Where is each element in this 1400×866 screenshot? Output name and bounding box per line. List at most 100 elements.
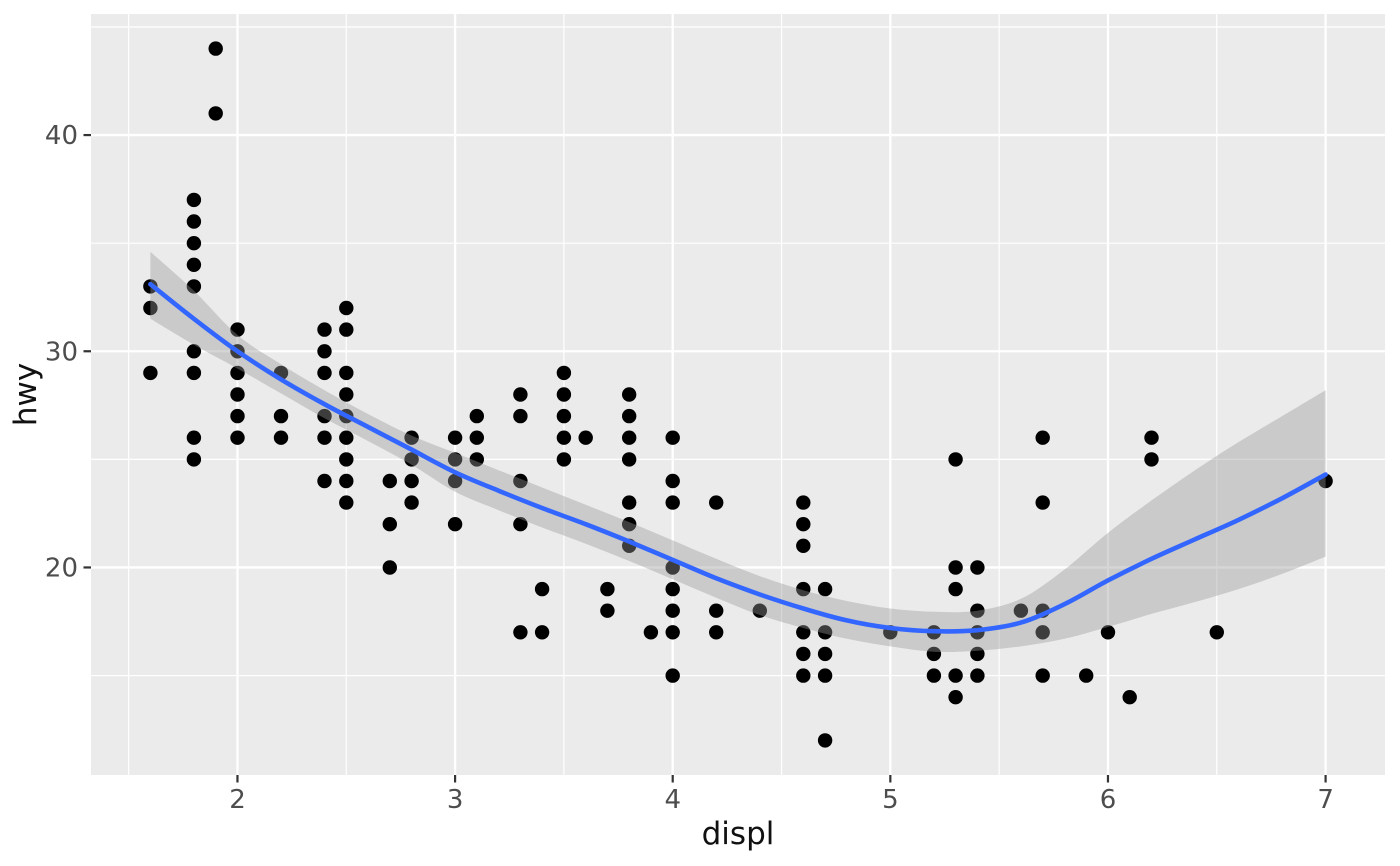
- data-point: [970, 560, 985, 575]
- data-point: [186, 192, 202, 208]
- data-point: [556, 430, 572, 445]
- data-point: [948, 452, 963, 467]
- data-point: [817, 581, 833, 597]
- data-point: [1144, 452, 1159, 467]
- data-point: [817, 646, 833, 662]
- x-tick-label: 7: [1317, 785, 1334, 815]
- data-point: [1013, 603, 1029, 618]
- data-point: [556, 365, 572, 381]
- loess-smooth-line: [148, 281, 1328, 634]
- data-point: [622, 387, 637, 402]
- data-point: [534, 625, 550, 640]
- data-point: [513, 387, 528, 402]
- data-point: [796, 581, 811, 597]
- data-point: [709, 603, 724, 618]
- data-point: [186, 452, 202, 467]
- data-point: [339, 452, 354, 467]
- y-tick-label: 30: [45, 337, 78, 367]
- data-point: [230, 408, 245, 424]
- data-point: [556, 452, 572, 467]
- data-point: [948, 560, 963, 575]
- data-point: [513, 473, 528, 489]
- data-point: [600, 603, 615, 618]
- data-point: [970, 668, 985, 683]
- data-point: [926, 668, 942, 683]
- data-point: [1079, 668, 1094, 683]
- data-point: [948, 581, 963, 597]
- data-point: [665, 473, 680, 489]
- data-point: [317, 344, 332, 359]
- data-point: [970, 603, 985, 618]
- data-point: [273, 430, 289, 445]
- data-point: [469, 430, 484, 445]
- scatter-points: [143, 41, 1333, 748]
- data-point: [469, 408, 484, 424]
- data-point: [317, 408, 332, 424]
- data-point: [1035, 668, 1050, 683]
- data-point: [926, 646, 942, 662]
- data-point: [643, 625, 659, 640]
- data-point: [622, 517, 637, 532]
- data-point: [1035, 430, 1050, 445]
- data-point: [1122, 690, 1137, 705]
- x-tick-label: 6: [1100, 785, 1117, 815]
- data-point: [339, 473, 354, 489]
- data-point: [796, 517, 811, 532]
- data-point: [404, 452, 419, 467]
- data-point: [382, 517, 397, 532]
- data-point: [665, 430, 680, 445]
- data-point: [796, 495, 811, 510]
- data-point: [513, 517, 528, 532]
- data-point: [447, 517, 463, 532]
- data-point: [796, 668, 811, 683]
- data-point: [317, 430, 332, 445]
- y-axis-title: hwy: [8, 363, 44, 426]
- data-point: [970, 646, 985, 662]
- data-point: [817, 733, 833, 748]
- data-point: [208, 41, 223, 56]
- data-point: [948, 668, 963, 683]
- y-axis: 20 30 40: [45, 121, 91, 583]
- data-point: [186, 279, 202, 294]
- data-point: [230, 387, 245, 402]
- data-point: [382, 560, 397, 575]
- data-point: [404, 473, 419, 489]
- data-point: [709, 625, 724, 640]
- data-point: [1209, 625, 1225, 640]
- data-point: [948, 690, 963, 705]
- data-point: [665, 603, 680, 618]
- data-point: [622, 408, 637, 424]
- data-point: [317, 473, 332, 489]
- data-point: [404, 495, 419, 510]
- data-point: [1035, 625, 1050, 640]
- data-point: [665, 495, 680, 510]
- data-point: [186, 214, 202, 229]
- data-point: [143, 300, 158, 316]
- data-point: [709, 495, 724, 510]
- data-point: [230, 430, 245, 445]
- y-tick-label: 20: [45, 553, 78, 583]
- data-point: [817, 668, 833, 683]
- data-point: [447, 430, 463, 445]
- data-point: [622, 430, 637, 445]
- x-tick-label: 4: [664, 785, 681, 815]
- data-point: [534, 581, 550, 597]
- data-point: [186, 257, 202, 272]
- data-point: [752, 603, 767, 618]
- x-axis-title: displ: [702, 816, 775, 852]
- data-point: [186, 344, 202, 359]
- y-tick-label: 40: [45, 121, 78, 151]
- data-point: [447, 452, 463, 467]
- data-point: [1100, 625, 1116, 640]
- data-point: [556, 387, 572, 402]
- data-point: [273, 408, 289, 424]
- data-point: [665, 668, 680, 683]
- data-point: [208, 106, 223, 121]
- data-point: [230, 365, 245, 381]
- data-point: [447, 473, 463, 489]
- data-point: [796, 625, 811, 640]
- data-point: [339, 322, 354, 337]
- data-point: [186, 236, 202, 251]
- data-point: [186, 430, 202, 445]
